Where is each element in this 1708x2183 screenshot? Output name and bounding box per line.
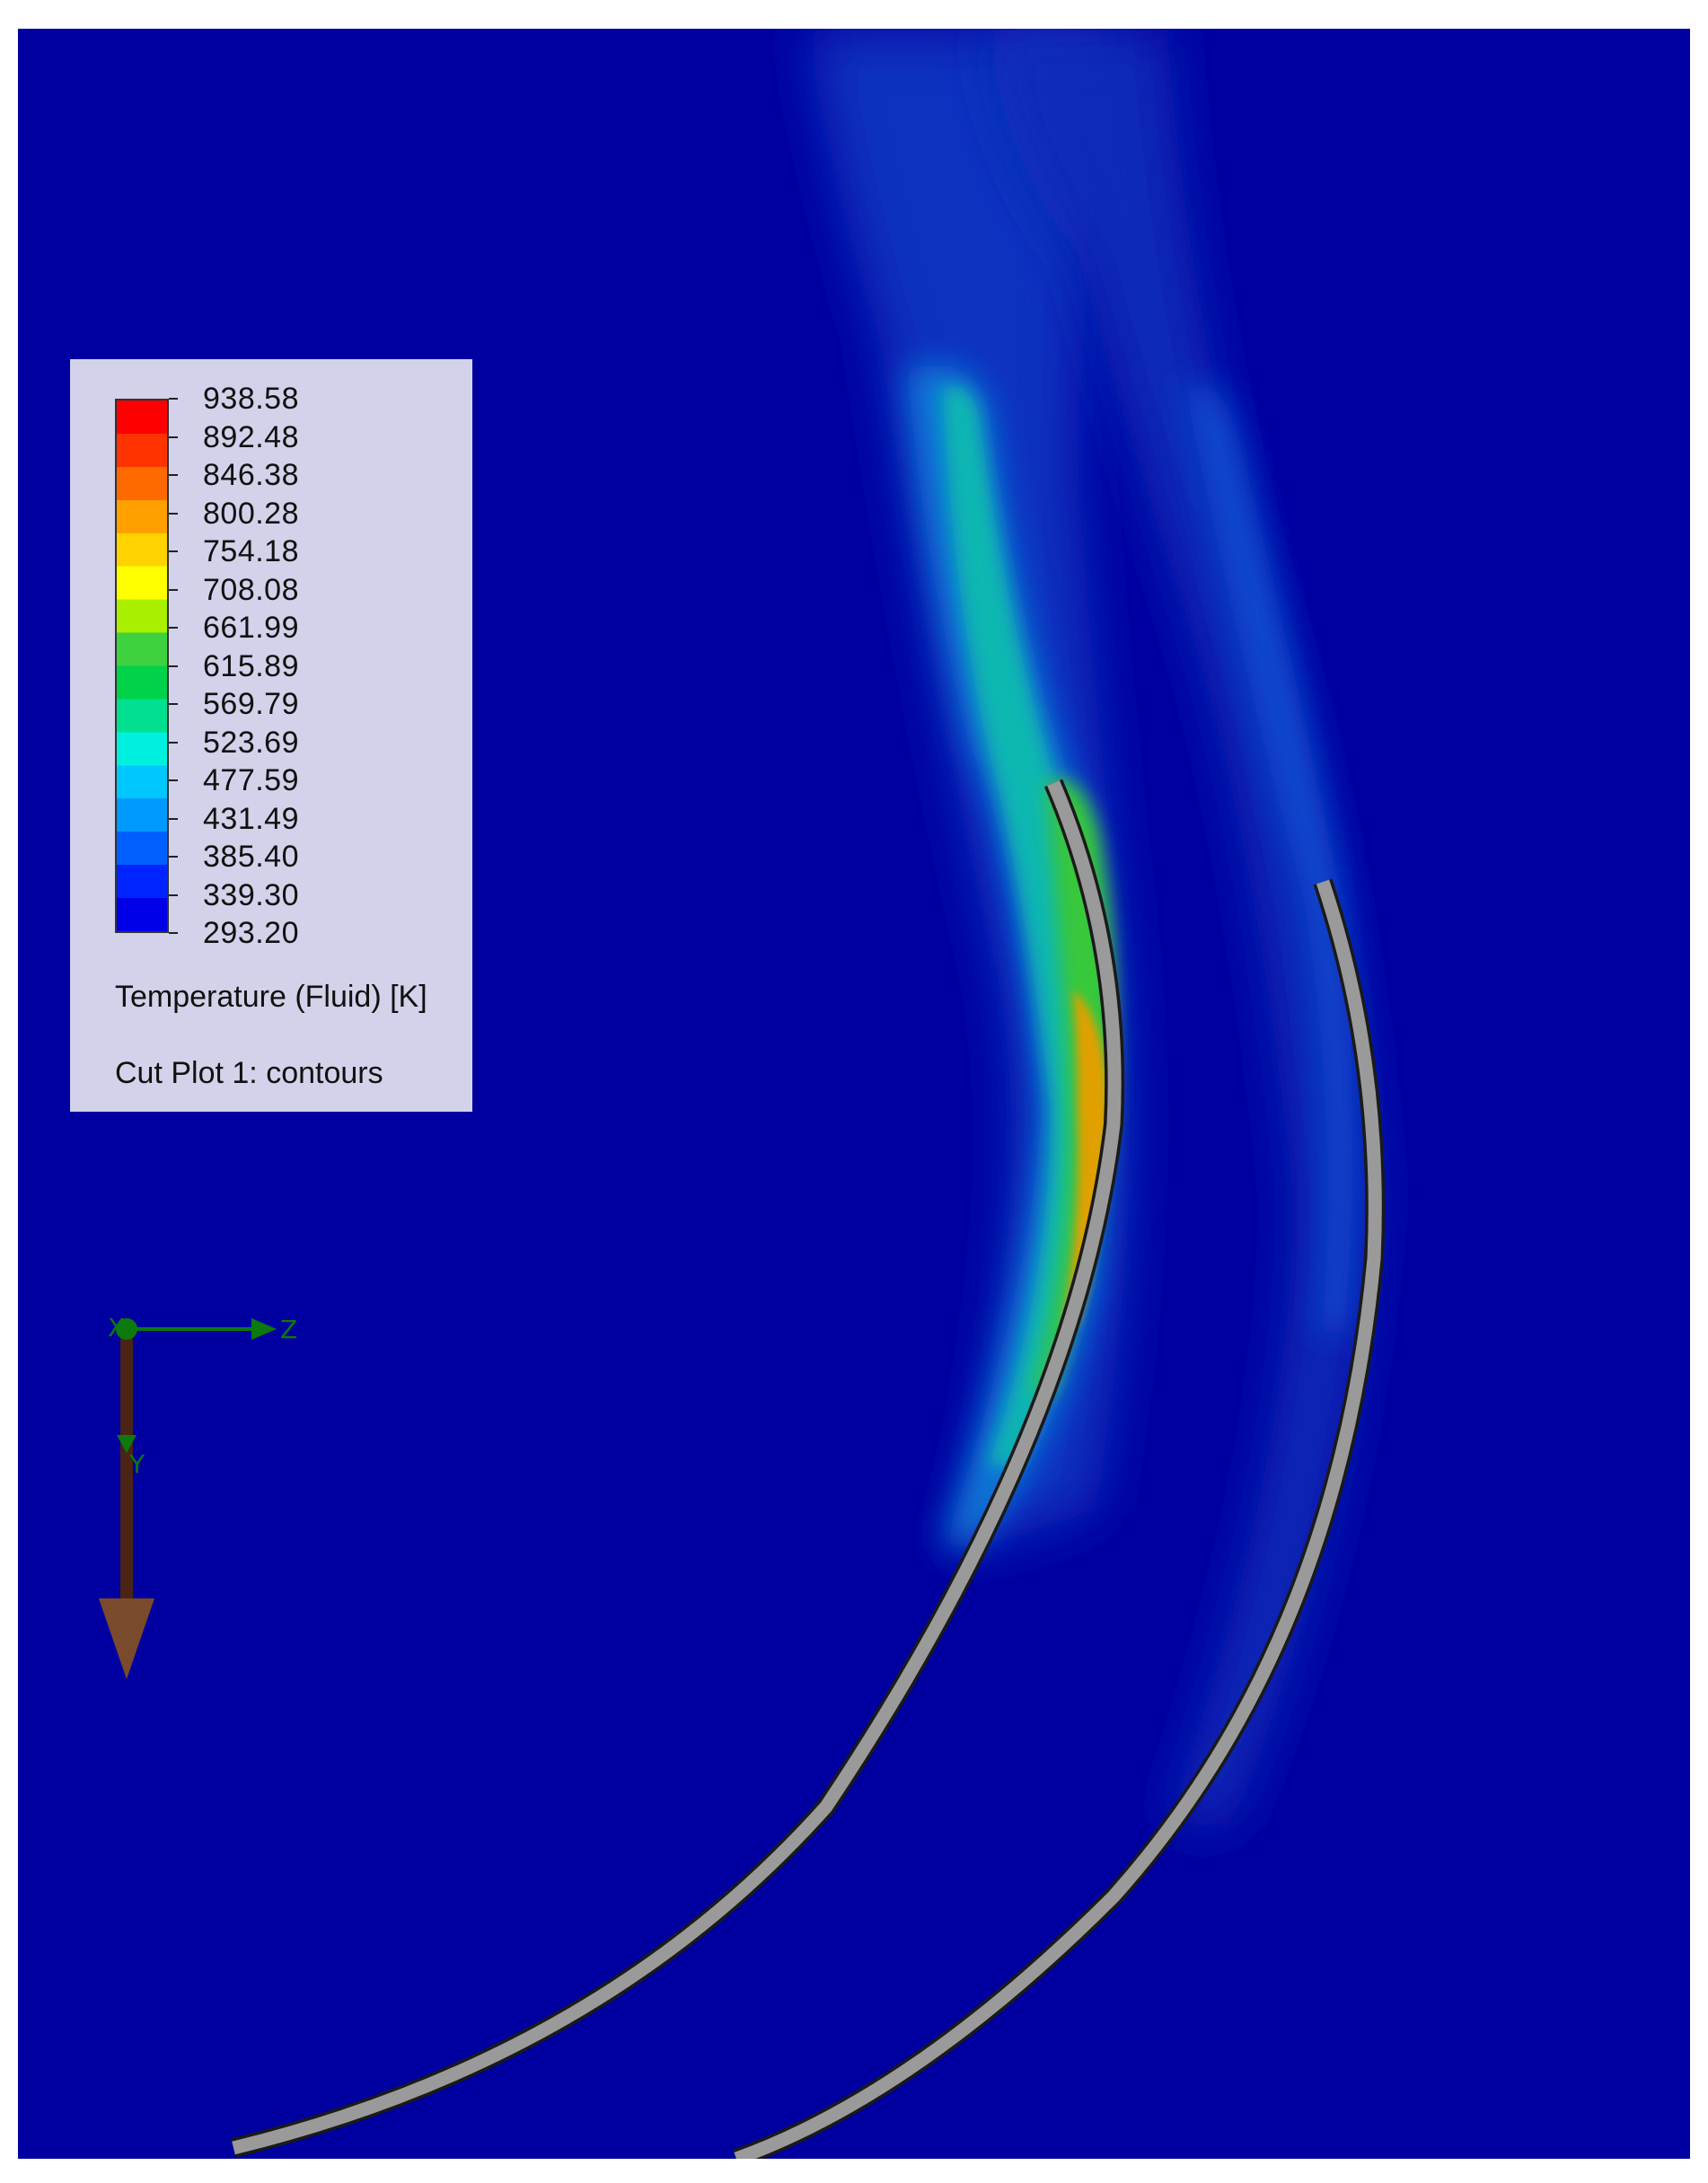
legend-tick-mark <box>169 741 178 744</box>
legend-tick-mark <box>169 512 178 515</box>
legend-tick-mark <box>169 779 178 781</box>
legend-tick-mark <box>169 474 178 476</box>
legend-tick-label: 846.38 <box>203 458 299 492</box>
legend-tick-label: 800.28 <box>203 496 299 531</box>
legend-tick-label: 938.58 <box>203 382 299 416</box>
y-axis-shaft <box>120 1329 133 1598</box>
legend-tick-label: 477.59 <box>203 763 299 797</box>
y-axis-cone <box>99 1598 154 1679</box>
right-heat-plume <box>988 29 1374 1825</box>
x-axis-dot <box>116 1318 137 1340</box>
legend-tick-mark <box>169 665 178 667</box>
cut-plot-label: Cut Plot 1: contours <box>115 1056 383 1090</box>
legend-title: Temperature (Fluid) [K] <box>115 980 427 1014</box>
legend-tick-mark <box>169 588 178 591</box>
legend-tick-label: 892.48 <box>203 419 299 454</box>
legend-tick-mark <box>169 817 178 820</box>
temperature-legend: 938.58 892.48 846.38 800.28 754.18 708.08 661.… <box>70 359 472 1112</box>
legend-tick-label: 615.89 <box>203 648 299 683</box>
legend-tick-mark <box>169 703 178 705</box>
legend-tick-label: 431.49 <box>203 801 299 836</box>
right-pipe <box>733 878 1386 2159</box>
legend-tick-mark <box>169 856 178 858</box>
x-axis-label: X <box>108 1313 125 1342</box>
legend-tick-label: 523.69 <box>203 725 299 760</box>
legend-tick-label: 708.08 <box>203 572 299 607</box>
legend-tick-label: 661.99 <box>203 611 299 645</box>
coordinate-triad[interactable]: Z X Y <box>90 1311 305 1706</box>
legend-tick-mark <box>169 932 178 934</box>
legend-tick-label: 385.40 <box>203 840 299 874</box>
axis-triad-graphic: Z X Y <box>99 1313 297 1679</box>
legend-tick-mark <box>169 893 178 896</box>
legend-tick-mark <box>169 398 178 400</box>
legend-tick-label: 339.30 <box>203 877 299 912</box>
color-scale-bar <box>115 399 169 933</box>
legend-tick-label: 754.18 <box>203 534 299 568</box>
legend-tick-mark <box>169 550 178 552</box>
legend-tick-label: 569.79 <box>203 687 299 721</box>
left-pipe <box>231 779 1125 2158</box>
y-axis-label: Y <box>128 1449 145 1479</box>
y-axis-marker <box>117 1435 136 1453</box>
legend-tick-label: 293.20 <box>203 916 299 950</box>
legend-tick-mark <box>169 436 178 438</box>
z-axis-arrowhead <box>251 1318 277 1340</box>
z-axis-label: Z <box>280 1315 297 1344</box>
legend-tick-mark <box>169 627 178 629</box>
